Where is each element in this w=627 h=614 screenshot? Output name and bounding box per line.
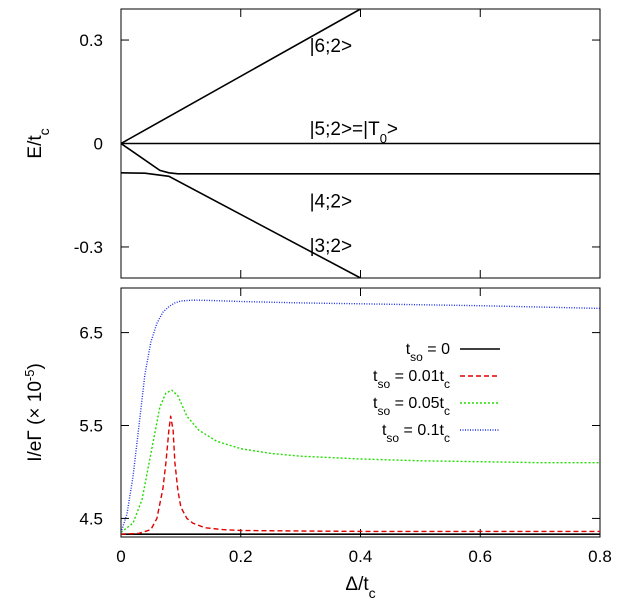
- state-label-text: |6;2>: [310, 36, 352, 57]
- x-tick-label: 0.4: [349, 547, 373, 566]
- legend-label-sub: c: [444, 404, 450, 418]
- legend-label-text: = 0: [423, 341, 450, 358]
- state-label: |3;2>: [310, 236, 352, 257]
- state-label: |4;2>: [310, 191, 352, 212]
- y-tick-label: 4.5: [79, 509, 103, 528]
- legend-label: tso = 0.05tc: [373, 395, 450, 418]
- legend-label-text: t: [406, 341, 411, 358]
- y-axis-title: I/eΓ (× 10-5): [22, 363, 47, 462]
- x-axis-title-main: Δ/t: [345, 574, 369, 595]
- x-axis-title: Δ/tc: [345, 574, 375, 601]
- y-axis-title-main: E/t: [25, 135, 46, 159]
- legend-label: tso = 0.01tc: [373, 368, 450, 391]
- x-tick-label: 0: [116, 547, 125, 566]
- y-axis-title-tail: ): [25, 363, 46, 369]
- x-axis-title-sub: c: [369, 585, 376, 601]
- y-tick-label: 0: [94, 135, 103, 154]
- state-label: |5;2>=|T0>: [310, 119, 398, 146]
- legend-label: tso = 0: [406, 341, 450, 364]
- legend-label-text: t: [382, 422, 387, 439]
- current-curves: [121, 299, 600, 536]
- legend-label-sub: so: [377, 404, 390, 418]
- x-tick-label: 0.6: [468, 547, 492, 566]
- x-tick-label: 0.2: [229, 547, 253, 566]
- state-label: |6;2>: [310, 36, 352, 57]
- legend-label: tso = 0.1tc: [382, 422, 450, 445]
- legend-label-sub: so: [386, 431, 399, 445]
- legend-label-sub: so: [410, 350, 423, 364]
- state-label-text: |4;2>: [310, 191, 352, 212]
- energy-level-line: [121, 9, 361, 145]
- y-tick-label: 0.3: [79, 31, 103, 50]
- legend-label-text: t: [373, 395, 378, 412]
- y-axis-title-sub: c: [36, 128, 52, 135]
- plot-frame: [120, 287, 601, 538]
- energy-plot: 0.30-0.3|6;2>|5;2>=|T0>|4;2>|3;2>E/tc: [25, 8, 601, 279]
- legend-label-sub: c: [444, 431, 450, 445]
- y-tick-label: 5.5: [79, 417, 103, 436]
- state-label-text: |3;2>: [310, 236, 352, 257]
- series-line: [121, 415, 600, 535]
- state-label-sub: 0: [380, 130, 387, 145]
- legend-label-text: = 0.1t: [399, 422, 444, 439]
- series-line: [121, 299, 600, 533]
- y-tick-label: -0.3: [74, 238, 103, 257]
- x-tick-label: 0.8: [588, 547, 612, 566]
- legend-label-sub: c: [444, 377, 450, 391]
- legend-label-sub: so: [377, 377, 390, 391]
- state-label-text: |5;2>=|T: [310, 119, 380, 140]
- y-axis-title-main: I/eΓ (× 10: [25, 381, 46, 462]
- y-tick-label: 6.5: [79, 324, 103, 343]
- energy-lines: [121, 9, 600, 278]
- y-axis-title: E/tc: [25, 128, 52, 158]
- series-line: [121, 389, 600, 533]
- y-axis-title-sup: -5: [22, 370, 37, 382]
- energy-level-line: [121, 142, 600, 175]
- legend-label-text: = 0.01t: [390, 368, 444, 385]
- state-label-tail: >: [387, 119, 398, 140]
- legend-label-text: t: [373, 368, 378, 385]
- energy-level-line: [121, 172, 361, 278]
- legend-label-text: = 0.05t: [390, 395, 444, 412]
